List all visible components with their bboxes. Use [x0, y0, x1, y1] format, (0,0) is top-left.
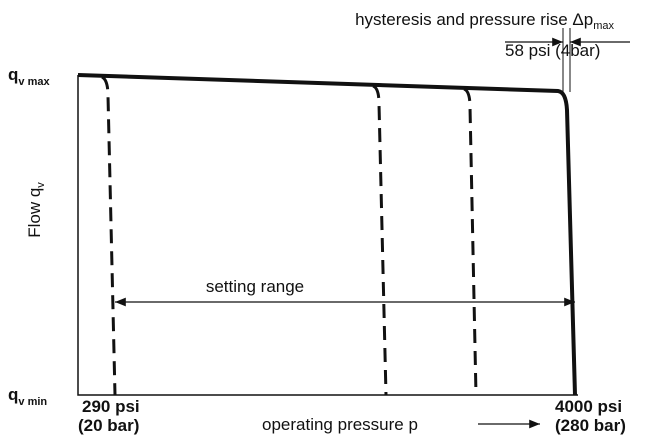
left-bar: (20 bar) — [78, 416, 139, 435]
label-sub: v — [35, 182, 47, 188]
symbol: q — [8, 65, 18, 84]
annotation-text: hysteresis and pressure rise Δp — [355, 10, 593, 29]
characteristic-curve — [77, 73, 577, 396]
y-axis-label: Flow qv — [25, 182, 47, 238]
right-bar: (280 bar) — [555, 416, 626, 435]
subscript: v min — [18, 396, 47, 408]
range-label: setting range — [206, 277, 304, 296]
left-psi: 290 psi — [82, 397, 140, 416]
symbol: q — [8, 385, 18, 404]
dashed-curve — [101, 75, 117, 396]
qv-max: qv max — [8, 65, 50, 88]
subscript: v max — [18, 76, 50, 88]
right-psi: 4000 psi — [555, 397, 622, 416]
label: Flow q — [25, 188, 44, 238]
annotation: hysteresis and pressure rise Δpmax — [355, 10, 614, 32]
annotation-value: 58 psi (4bar) — [505, 41, 600, 60]
dashed-curve — [372, 84, 388, 396]
dashed-curve — [463, 87, 478, 396]
dashed-curves — [101, 75, 478, 396]
x-axis-label: operating pressure p — [262, 415, 418, 434]
axes — [77, 75, 578, 396]
annotation-sub: max — [593, 20, 614, 32]
qv-min: qv min — [8, 385, 47, 408]
